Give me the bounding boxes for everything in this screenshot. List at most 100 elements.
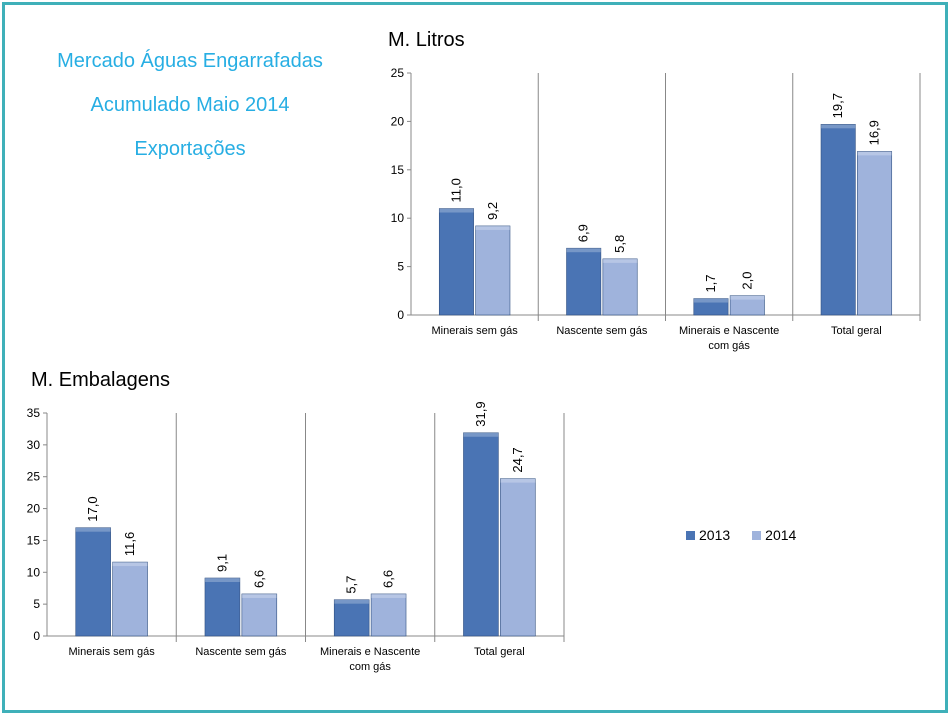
bar-value-label: 24,7 bbox=[510, 447, 525, 472]
bar-highlight bbox=[371, 593, 407, 598]
category-label: Total geral bbox=[474, 646, 525, 658]
bar-value-label: 5,8 bbox=[612, 235, 627, 253]
bar-2014 bbox=[241, 593, 278, 637]
category-label: Minerais e Nascente bbox=[320, 646, 420, 658]
bar-highlight bbox=[730, 295, 765, 300]
chart-title-embalagens: M. Embalagens bbox=[31, 369, 170, 391]
bar-2013 bbox=[75, 527, 111, 637]
y-tick-label: 25 bbox=[27, 470, 41, 484]
y-tick-label: 0 bbox=[33, 629, 40, 643]
headline-title: Mercado Águas Engarrafadas bbox=[57, 50, 323, 72]
bar-2013 bbox=[204, 577, 241, 637]
bar-highlight bbox=[463, 432, 499, 437]
bar-highlight bbox=[857, 151, 892, 156]
bar-value-label: 9,2 bbox=[485, 202, 500, 220]
y-tick-label: 5 bbox=[33, 597, 40, 611]
category-label: Minerais e Nascente bbox=[679, 325, 779, 337]
bar-highlight bbox=[475, 225, 510, 230]
bar-highlight bbox=[500, 478, 536, 483]
bar-body bbox=[820, 124, 856, 316]
bar-2014 bbox=[370, 593, 407, 637]
bar-highlight bbox=[439, 208, 474, 213]
bar-body bbox=[693, 298, 729, 316]
bar-value-label: 6,9 bbox=[576, 224, 591, 242]
bar-body bbox=[500, 478, 536, 637]
bar-body bbox=[438, 208, 474, 316]
category-label: Total geral bbox=[831, 325, 882, 337]
y-tick-label: 15 bbox=[27, 533, 41, 547]
bar-highlight bbox=[821, 124, 856, 129]
legend-swatch-2014 bbox=[752, 530, 762, 540]
bar-value-label: 2,0 bbox=[739, 272, 754, 290]
bar-highlight bbox=[602, 258, 638, 263]
bar-2013 bbox=[820, 124, 856, 316]
bar-body bbox=[370, 593, 407, 637]
bar-value-label: 11,6 bbox=[122, 532, 137, 556]
bar-highlight bbox=[241, 593, 277, 598]
chart-title-litros: M. Litros bbox=[388, 29, 465, 51]
bar-2013 bbox=[333, 599, 370, 637]
bar-2013 bbox=[693, 298, 729, 316]
bar-body bbox=[463, 432, 499, 637]
bar-highlight bbox=[112, 562, 148, 567]
bar-highlight bbox=[566, 248, 601, 253]
bar-highlight bbox=[75, 527, 111, 532]
y-tick-label: 10 bbox=[27, 565, 41, 579]
bar-2013 bbox=[463, 432, 499, 637]
headline-period: Acumulado Maio 2014 bbox=[90, 94, 290, 116]
headline-category: Exportações bbox=[134, 138, 246, 160]
bar-value-label: 9,1 bbox=[214, 554, 229, 572]
bar-body bbox=[475, 225, 511, 316]
y-tick-label: 25 bbox=[391, 66, 405, 80]
bar-value-label: 19,7 bbox=[830, 93, 845, 118]
y-tick-label: 10 bbox=[391, 211, 405, 225]
bar-body bbox=[857, 151, 893, 316]
bar-highlight bbox=[693, 298, 729, 303]
bar-body bbox=[112, 561, 148, 637]
category-label: com gás bbox=[349, 661, 391, 673]
bar-body bbox=[75, 527, 111, 637]
bar-body bbox=[602, 258, 638, 316]
bar-body bbox=[729, 295, 765, 316]
category-label: com gás bbox=[708, 340, 750, 352]
y-tick-label: 30 bbox=[27, 438, 41, 452]
legend-label-2014: 2014 bbox=[765, 527, 797, 543]
legend-swatch-2013 bbox=[686, 530, 695, 540]
category-label: Minerais sem gás bbox=[432, 325, 519, 337]
bar-2014 bbox=[602, 258, 638, 316]
bar-2013 bbox=[566, 247, 602, 316]
bar-2014 bbox=[475, 225, 511, 316]
y-tick-label: 15 bbox=[391, 163, 405, 177]
bar-highlight bbox=[334, 599, 370, 604]
bar-value-label: 6,6 bbox=[251, 570, 266, 588]
chart-legend: 2013 2014 bbox=[686, 527, 818, 543]
bar-value-label: 31,9 bbox=[473, 401, 488, 426]
bar-2013 bbox=[438, 208, 474, 316]
bar-body bbox=[241, 593, 278, 637]
bar-value-label: 1,7 bbox=[703, 274, 718, 292]
bar-highlight bbox=[204, 578, 240, 583]
bar-value-label: 17,0 bbox=[85, 496, 100, 521]
category-label: Minerais sem gás bbox=[69, 646, 156, 658]
bar-body bbox=[333, 599, 370, 637]
y-tick-label: 20 bbox=[391, 114, 405, 128]
y-tick-label: 5 bbox=[397, 260, 404, 274]
bar-value-label: 16,9 bbox=[867, 120, 882, 145]
bar-2014 bbox=[500, 478, 536, 637]
bar-value-label: 11,0 bbox=[448, 178, 463, 202]
bar-2014 bbox=[857, 151, 893, 316]
bar-value-label: 5,7 bbox=[344, 576, 359, 594]
y-tick-label: 0 bbox=[397, 308, 404, 322]
bar-body bbox=[204, 577, 241, 637]
bar-value-label: 6,6 bbox=[381, 570, 396, 588]
legend-item-2013: 2013 bbox=[686, 527, 730, 543]
legend-label-2013: 2013 bbox=[699, 527, 731, 543]
bar-2014 bbox=[729, 295, 765, 316]
category-label: Nascente sem gás bbox=[556, 325, 648, 337]
category-label: Nascente sem gás bbox=[195, 646, 287, 658]
bar-body bbox=[566, 247, 602, 316]
legend-item-2014: 2014 bbox=[752, 527, 796, 543]
bar-2014 bbox=[112, 561, 148, 637]
